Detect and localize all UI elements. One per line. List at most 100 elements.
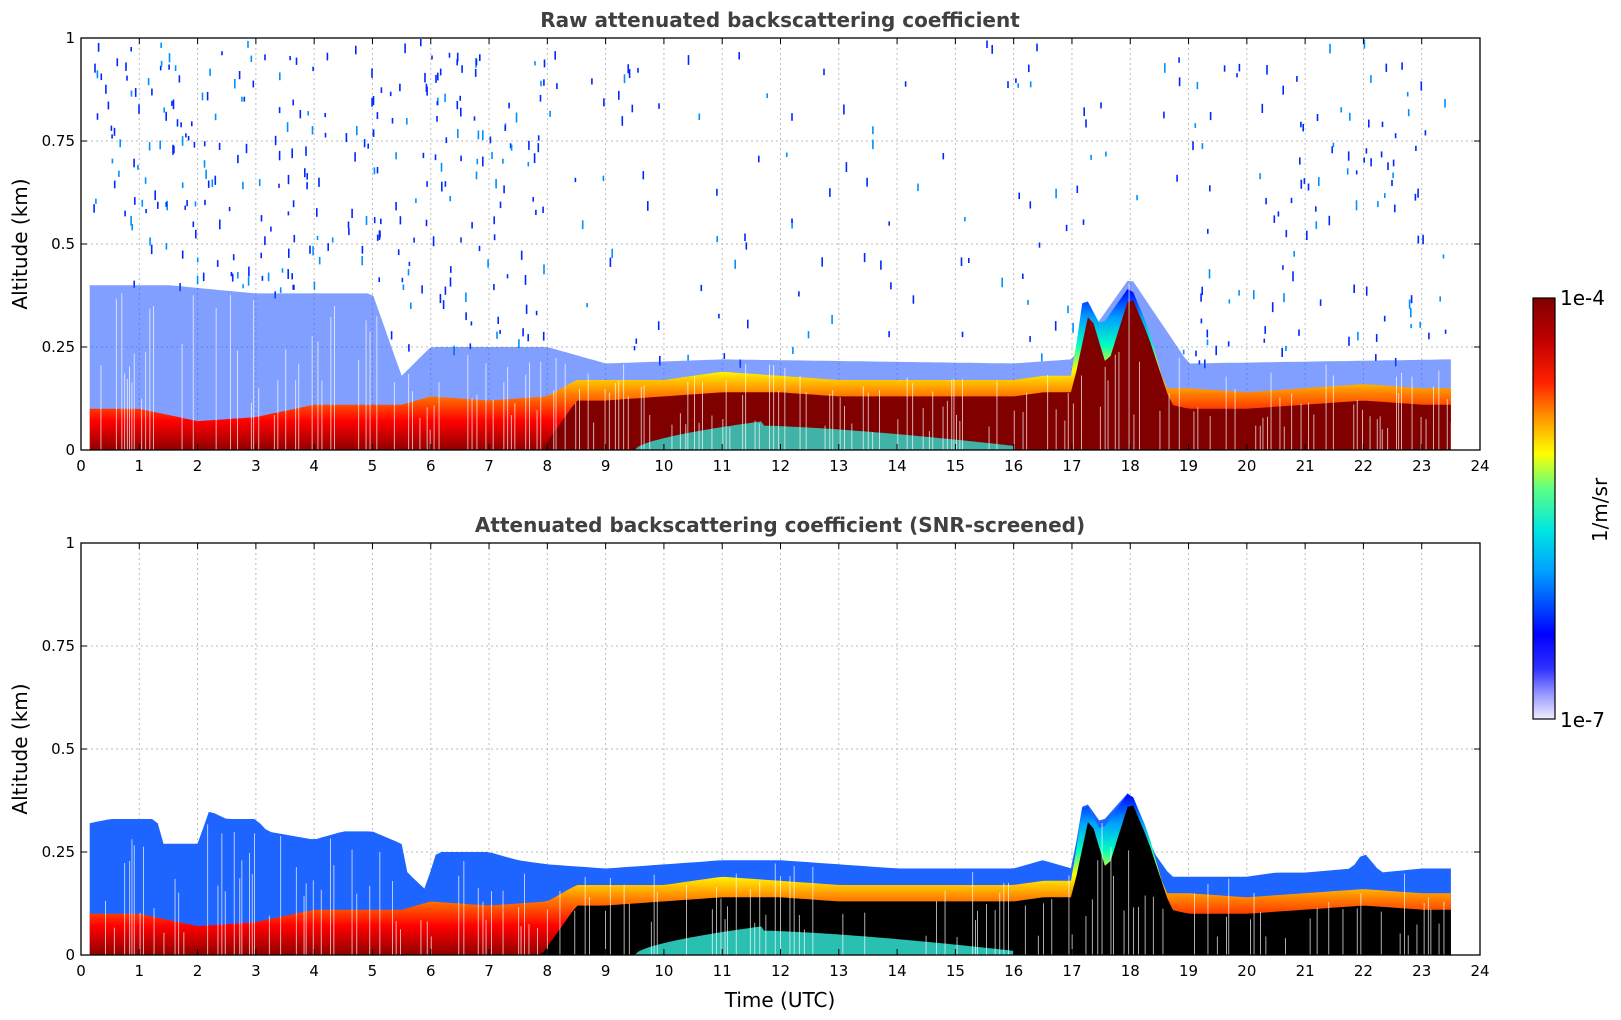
noise-speckle (401, 277, 404, 283)
data-gap-streak (1071, 934, 1073, 955)
data-gap-streak (129, 366, 130, 450)
noise-speckle (1353, 284, 1355, 293)
data-gap-streak (1123, 910, 1125, 955)
noise-speckle (160, 42, 162, 48)
noise-speckle (503, 185, 505, 194)
screened-grid (81, 543, 1480, 955)
data-gap-streak (1396, 376, 1397, 450)
data-gap-streak (1325, 364, 1327, 450)
data-gap-streak (1216, 936, 1218, 955)
noise-speckle (1300, 179, 1303, 189)
data-gap-streak (369, 885, 371, 955)
x-tick-label: 23 (1412, 457, 1431, 475)
noise-speckle (1253, 290, 1255, 300)
data-gap-streak (392, 881, 393, 955)
data-gap-streak (1404, 873, 1405, 955)
data-gap-streak (1162, 908, 1164, 955)
x-tick-label: 22 (1354, 457, 1373, 475)
data-gap-streak (1068, 875, 1070, 955)
data-gap-streak (1128, 283, 1130, 450)
data-gap-streak (141, 398, 143, 450)
data-gap-streak (793, 866, 795, 955)
noise-speckle (1072, 322, 1074, 333)
data-gap-streak (100, 365, 102, 450)
x-tick-label: 22 (1354, 962, 1373, 980)
noise-speckle (493, 284, 495, 291)
data-gap-streak (174, 878, 176, 955)
noise-speckle (471, 222, 473, 229)
data-gap-streak (975, 920, 976, 955)
noise-speckle (1285, 229, 1288, 238)
data-gap-streak (305, 883, 307, 955)
y-tick-label: 1 (65, 534, 75, 552)
noise-speckle (172, 99, 175, 110)
data-gap-streak (1133, 907, 1134, 955)
noise-speckle (890, 282, 892, 290)
data-gap-streak (640, 387, 642, 450)
noise-speckle (499, 201, 502, 209)
noise-speckle (260, 215, 263, 222)
noise-speckle (287, 269, 289, 279)
x-tick-label: 17 (1062, 457, 1081, 475)
noise-speckle (1192, 141, 1194, 151)
noise-speckle (509, 143, 512, 149)
noise-speckle (528, 140, 530, 150)
noise-speckle (1384, 193, 1386, 198)
noise-speckle (1387, 162, 1389, 171)
noise-speckle (118, 170, 120, 177)
data-gap-streak (1380, 911, 1382, 955)
noise-speckle (461, 65, 463, 73)
noise-speckle (278, 107, 281, 114)
x-tick-label: 2 (193, 962, 203, 980)
noise-speckle (413, 237, 415, 243)
noise-speckle (470, 321, 473, 326)
noise-speckle (487, 259, 489, 268)
noise-speckle (716, 188, 718, 196)
data-gap-streak (207, 824, 209, 955)
noise-speckle (261, 275, 264, 281)
noise-speckle (1316, 114, 1319, 121)
noise-speckle (196, 275, 199, 285)
x-tick-label: 21 (1296, 962, 1315, 980)
noise-speckle (216, 260, 219, 267)
noise-speckle (618, 90, 620, 100)
noise-speckle (1424, 130, 1427, 136)
raw-dense-layer (89, 300, 1451, 450)
noise-speckle (327, 243, 329, 251)
data-gap-streak (251, 873, 253, 955)
data-gap-streak (241, 860, 243, 955)
noise-speckle (125, 62, 127, 71)
data-gap-streak (839, 397, 841, 450)
noise-speckle (504, 125, 506, 131)
noise-speckle (218, 142, 221, 150)
noise-speckle (535, 310, 538, 316)
noise-speckle (293, 234, 296, 243)
noise-speckle (1054, 321, 1057, 331)
x-tick-label: 1 (135, 457, 145, 475)
raw-heatmap (89, 39, 1452, 450)
data-gap-streak (1279, 397, 1281, 450)
data-gap-streak (773, 365, 775, 450)
noise-speckle (866, 177, 868, 187)
noise-speckle (1200, 318, 1203, 324)
noise-speckle (744, 233, 746, 242)
noise-speckle (1331, 146, 1333, 154)
data-gap-streak (458, 875, 460, 955)
noise-speckle (627, 64, 629, 74)
x-tick-label: 0 (76, 962, 86, 980)
noise-speckle (457, 129, 459, 138)
data-gap-streak (829, 393, 831, 450)
y-tick-label: 0 (65, 441, 75, 459)
data-gap-streak (379, 851, 381, 955)
noise-speckle (258, 179, 261, 187)
noise-speckle (1282, 85, 1284, 95)
data-gap-streak (365, 320, 367, 450)
noise-speckle (134, 88, 137, 97)
x-tick-label: 20 (1237, 457, 1256, 475)
noise-speckle (214, 175, 217, 185)
data-gap-streak (395, 921, 397, 955)
noise-speckle (845, 162, 848, 172)
noise-speckle (460, 107, 462, 117)
data-gap-streak (1110, 847, 1112, 955)
